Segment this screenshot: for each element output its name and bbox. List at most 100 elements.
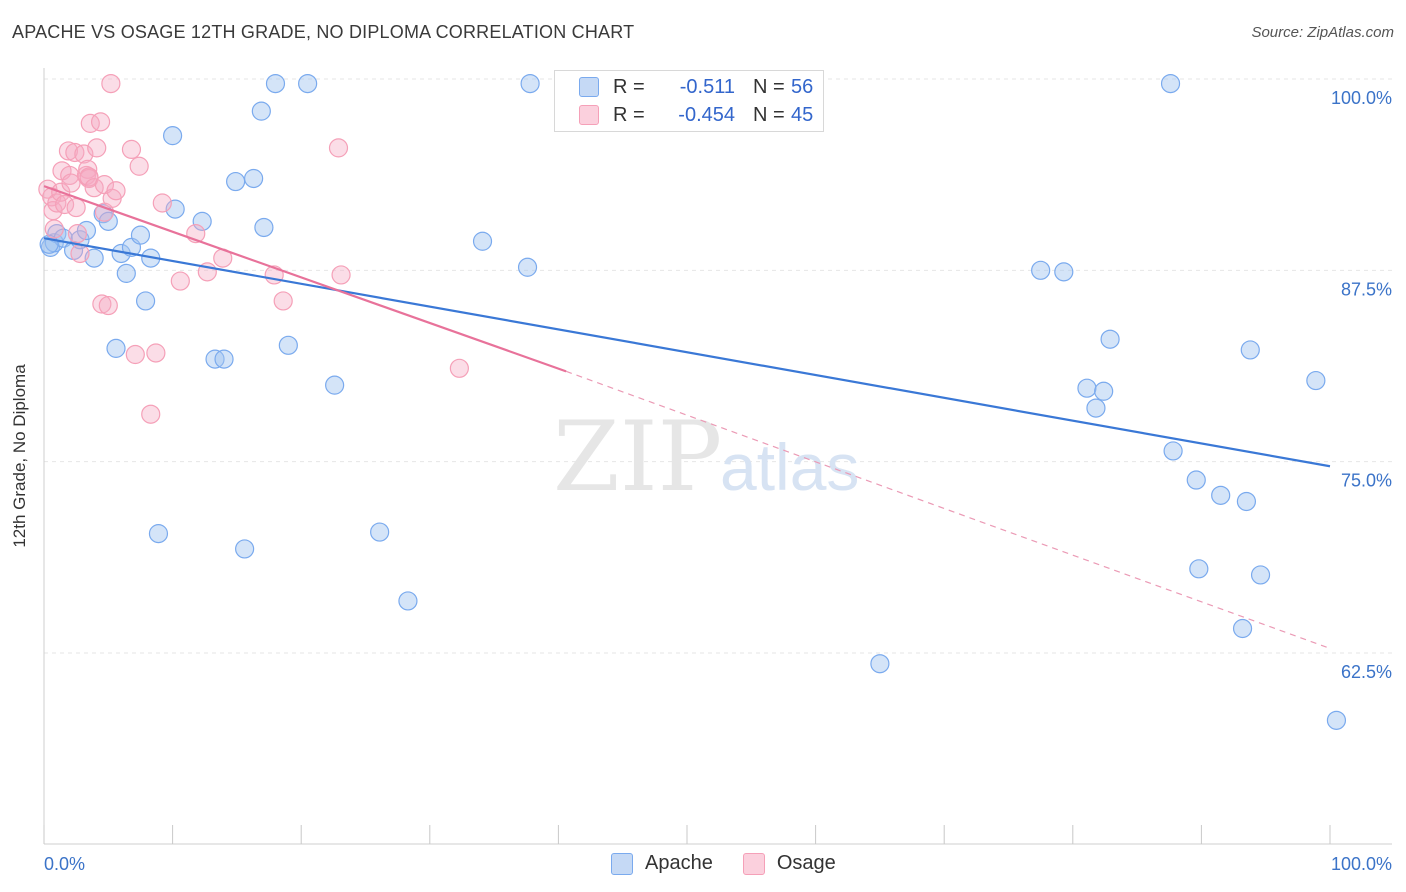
- osage-point: [273, 291, 293, 311]
- osage-point: [44, 219, 64, 239]
- osage-point: [87, 138, 107, 158]
- apache-point: [1094, 381, 1114, 401]
- apache-point: [1211, 485, 1231, 505]
- apache-point: [1160, 73, 1181, 94]
- apache-point: [1054, 262, 1074, 282]
- legend-item-apache[interactable]: Apache: [611, 852, 713, 875]
- apache-r-label: R =: [613, 75, 645, 98]
- x-tick-label-0: 0.0%: [44, 854, 85, 874]
- osage-legend-swatch: [742, 852, 765, 875]
- watermark-atlas: atlas: [720, 430, 859, 504]
- y-tick-label: 62.5%: [1341, 662, 1392, 682]
- osage-point: [98, 295, 118, 316]
- apache-point: [1189, 559, 1209, 579]
- apache-point: [398, 591, 418, 611]
- apache-point: [472, 231, 493, 251]
- osage-point: [80, 113, 100, 133]
- legend-row-osage: R = -0.454 N = 45: [579, 102, 813, 128]
- osage-trend-line: [43, 185, 567, 373]
- apache-point: [251, 101, 271, 121]
- data-points: [38, 73, 1347, 730]
- x-ticks: [43, 825, 1331, 844]
- apache-point: [235, 539, 255, 559]
- osage-point: [70, 243, 90, 264]
- gridlines: [44, 78, 1392, 654]
- osage-r-value: -0.454: [678, 103, 735, 126]
- apache-point: [1326, 710, 1347, 730]
- apache-point: [192, 211, 212, 231]
- trend-lines: [43, 185, 1331, 649]
- apache-point: [1240, 340, 1260, 360]
- apache-point: [244, 168, 264, 189]
- y-tick-label: 100.0%: [1331, 88, 1392, 108]
- apache-point: [325, 375, 345, 395]
- osage-point: [129, 156, 149, 176]
- apache-point: [517, 257, 538, 277]
- apache-r-value: -0.511: [679, 75, 735, 98]
- osage-point: [47, 193, 67, 213]
- osage-trend-extension: [565, 370, 1331, 649]
- osage-point: [54, 194, 75, 215]
- series-osage: [38, 73, 469, 424]
- osage-point: [90, 112, 111, 132]
- y-tick-label: 87.5%: [1341, 279, 1392, 299]
- apache-point: [84, 248, 104, 268]
- stats-legend: R = -0.511 N = 56 R = -0.454 N = 45: [554, 70, 824, 132]
- apache-point: [370, 522, 390, 542]
- osage-point: [67, 223, 88, 244]
- apache-n-value: 56: [791, 75, 814, 98]
- osage-n-value: 45: [791, 103, 814, 126]
- apache-swatch: [579, 77, 599, 97]
- apache-trend-line: [43, 237, 1331, 468]
- apache-point: [116, 263, 136, 283]
- source-label: Source: ZipAtlas.com: [1251, 24, 1394, 41]
- legend-item-osage[interactable]: Osage: [742, 852, 836, 875]
- apache-point: [1163, 441, 1183, 461]
- osage-point: [152, 193, 172, 213]
- osage-point: [328, 138, 349, 158]
- osage-point: [92, 294, 112, 314]
- osage-point: [125, 344, 145, 365]
- osage-swatch: [579, 105, 599, 125]
- apache-point: [1306, 370, 1326, 391]
- apache-point: [265, 73, 286, 94]
- osage-point: [101, 73, 121, 94]
- apache-point: [106, 338, 126, 358]
- osage-n-label: N =: [753, 103, 785, 126]
- apache-point: [278, 335, 298, 355]
- apache-legend-label: Apache: [645, 852, 713, 874]
- osage-point: [449, 358, 469, 378]
- osage-legend-label: Osage: [776, 852, 836, 874]
- apache-point: [298, 73, 318, 94]
- osage-point: [331, 265, 351, 285]
- osage-point: [66, 197, 86, 218]
- apache-point: [163, 126, 183, 146]
- osage-point: [58, 141, 79, 161]
- apache-point: [1086, 398, 1106, 418]
- apache-point: [148, 524, 169, 544]
- x-tick-label-1: 100.0%: [1331, 854, 1392, 874]
- apache-point: [254, 217, 274, 238]
- osage-point: [106, 181, 126, 201]
- tick-labels: 0.0% 100.0% 62.5% 75.0% 87.5% 100.0%: [44, 88, 1392, 874]
- apache-point: [1100, 329, 1120, 349]
- apache-point: [226, 171, 246, 192]
- apache-point: [1031, 260, 1051, 280]
- osage-point: [61, 173, 81, 193]
- chart-title: APACHE VS OSAGE 12TH GRADE, NO DIPLOMA C…: [12, 22, 635, 42]
- y-tick-label: 75.0%: [1341, 471, 1392, 491]
- osage-point: [141, 404, 161, 424]
- apache-point: [520, 73, 540, 94]
- watermark: ZIP atlas: [553, 401, 859, 513]
- watermark-zip: ZIP: [553, 401, 722, 513]
- apache-point: [1236, 491, 1257, 512]
- osage-point: [79, 167, 99, 187]
- osage-point: [170, 271, 190, 291]
- apache-n-label: N =: [753, 75, 785, 98]
- apache-point: [870, 654, 890, 674]
- series-legend: Apache Osage: [611, 852, 866, 875]
- apache-point: [135, 291, 156, 311]
- apache-point: [1250, 565, 1271, 585]
- osage-point: [121, 139, 142, 160]
